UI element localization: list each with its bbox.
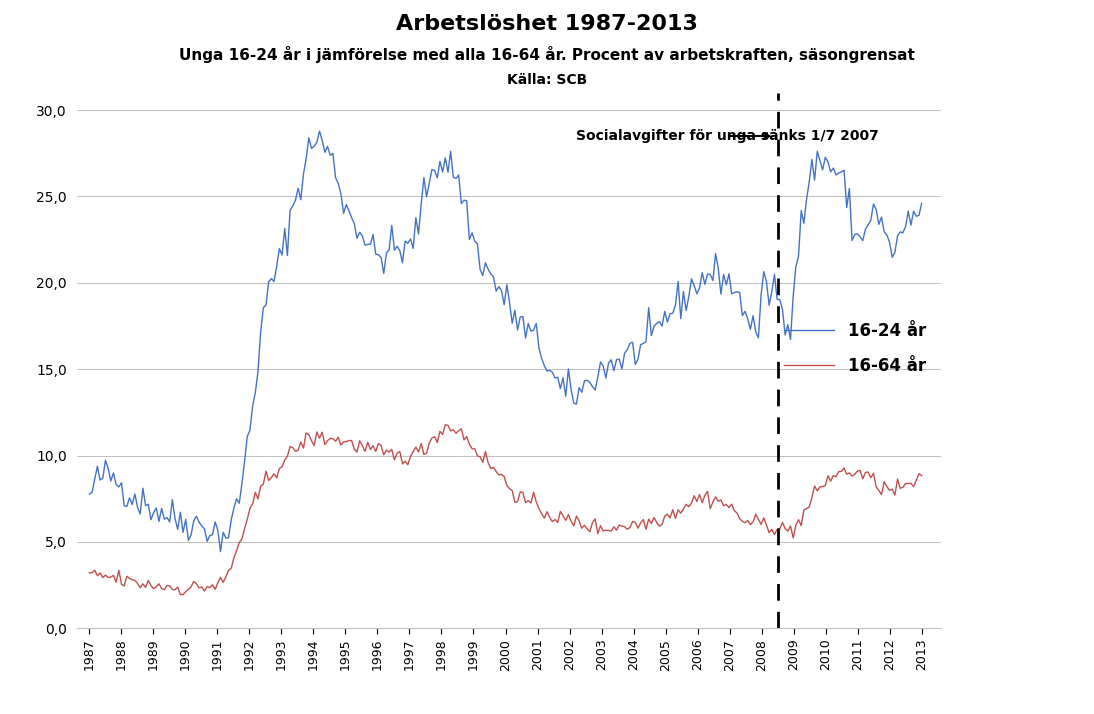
- 16-24 år: [313, 127, 326, 136]
- 16-64 år: [439, 421, 452, 429]
- 16-64 år: [176, 590, 189, 599]
- Line: 16-64 år: 16-64 år: [90, 425, 921, 595]
- 16-64 år: [128, 576, 141, 585]
- Text: Källa: SCB: Källa: SCB: [507, 73, 587, 87]
- Legend: 16-24 år, 16-64 år: 16-24 år, 16-64 år: [778, 316, 932, 381]
- 16-24 år: [214, 548, 228, 556]
- 16-64 år: [613, 521, 626, 529]
- 16-64 år: [287, 443, 300, 452]
- 16-64 år: [538, 514, 551, 523]
- Text: Arbetslöshet 1987-2013: Arbetslöshet 1987-2013: [396, 14, 698, 34]
- Line: 16-24 år: 16-24 år: [90, 131, 921, 552]
- 16-24 år: [538, 361, 551, 370]
- 16-64 år: [83, 568, 96, 577]
- 16-24 år: [915, 199, 928, 208]
- Text: Unga 16-24 år i jämförelse med alla 16-64 år. Procent av arbetskraften, säsongre: Unga 16-24 år i jämförelse med alla 16-6…: [179, 46, 915, 64]
- 16-24 år: [128, 490, 141, 498]
- 16-24 år: [407, 244, 420, 253]
- Text: Socialavgifter för unga sänks 1/7 2007: Socialavgifter för unga sänks 1/7 2007: [575, 129, 878, 143]
- 16-64 år: [289, 447, 302, 456]
- 16-64 år: [915, 471, 928, 480]
- 16-24 år: [613, 355, 626, 363]
- 16-24 år: [287, 202, 300, 211]
- 16-24 år: [83, 490, 96, 498]
- 16-64 år: [404, 452, 417, 461]
- 16-24 år: [289, 196, 302, 205]
